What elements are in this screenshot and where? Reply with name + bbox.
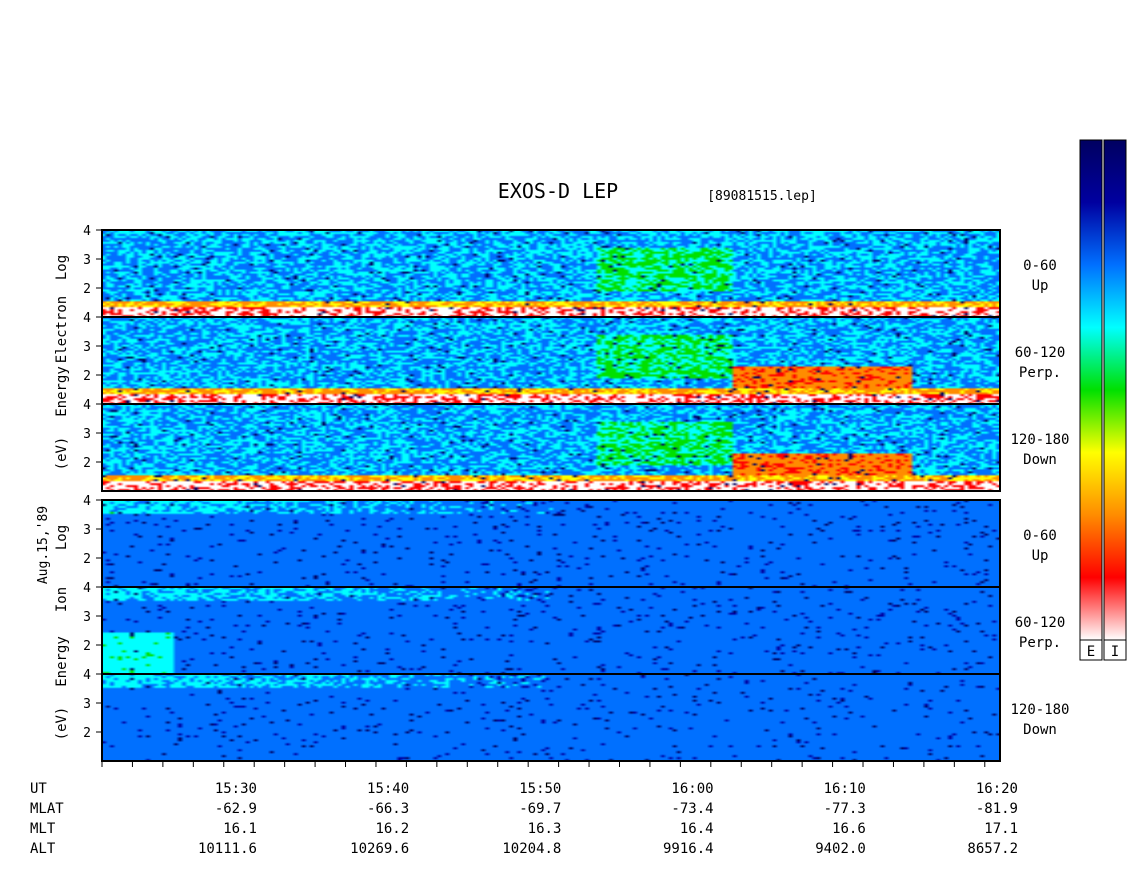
footer-row-label: MLT — [30, 821, 56, 837]
colorbar-label-box — [1103, 639, 1127, 661]
y-tick-label: 4 — [83, 224, 91, 239]
y-tick-label: 4 — [83, 581, 91, 596]
y-axis-label: (eV) — [54, 437, 70, 471]
y-tick-label: 2 — [83, 282, 91, 297]
footer-value: 16:20 — [976, 781, 1018, 797]
footer-value: 16:00 — [671, 781, 713, 797]
y-axis-label: Ion — [54, 587, 70, 612]
panel-label: Up — [1032, 548, 1049, 564]
footer-value: 9402.0 — [815, 841, 866, 857]
footer-value: 15:30 — [215, 781, 257, 797]
footer-value: 9916.4 — [663, 841, 714, 857]
footer-value: 15:50 — [519, 781, 561, 797]
footer-value: 16.6 — [832, 821, 866, 837]
footer-value: 16.3 — [528, 821, 562, 837]
y-tick-label: 2 — [83, 552, 91, 567]
panel-label: Perp. — [1019, 635, 1061, 651]
y-tick-label: 3 — [83, 697, 91, 712]
footer-value: 16.1 — [223, 821, 257, 837]
footer-row-label: MLAT — [30, 801, 64, 817]
panel-label: 0-60 — [1023, 258, 1057, 274]
footer-value: 16.2 — [375, 821, 409, 837]
footer-value: -69.7 — [519, 801, 561, 817]
heatmap-image — [102, 674, 1000, 761]
footer-value: 10204.8 — [502, 841, 561, 857]
y-axis-label: Energy — [54, 636, 70, 687]
file-label: [89081515.lep] — [707, 189, 817, 204]
colorbar — [1079, 139, 1103, 641]
panel-label: Perp. — [1019, 365, 1061, 381]
y-tick-label: 2 — [83, 726, 91, 741]
footer-value: -77.3 — [824, 801, 866, 817]
panel-frame — [101, 229, 1001, 492]
y-tick-label: 2 — [83, 639, 91, 654]
colorbar — [1103, 139, 1127, 641]
footer-value: 8657.2 — [967, 841, 1018, 857]
y-tick-label: 2 — [83, 369, 91, 384]
footer-row-label: UT — [30, 781, 47, 797]
heatmap-image — [102, 404, 1000, 491]
panel-label: 120-180 — [1010, 432, 1069, 448]
footer-value: 17.1 — [984, 821, 1018, 837]
heatmap-image — [102, 230, 1000, 317]
heatmap-image — [102, 500, 1000, 587]
y-axis-label: (eV) — [54, 707, 70, 741]
panel-label: Down — [1023, 452, 1057, 468]
y-tick-label: 3 — [83, 610, 91, 625]
panel-label: Up — [1032, 278, 1049, 294]
y-axis-label: Energy — [54, 366, 70, 417]
footer-value: 15:40 — [367, 781, 409, 797]
panel-group — [102, 230, 1000, 761]
y-tick-label: 4 — [83, 311, 91, 326]
footer-value: -81.9 — [976, 801, 1018, 817]
y-tick-label: 3 — [83, 340, 91, 355]
footer-table: UT 15:30 15:40 15:50 16:00 16:10 16:20 MLAT -62.… — [30, 781, 1018, 857]
panel-label: 0-60 — [1023, 528, 1057, 544]
heatmap-image — [102, 587, 1000, 674]
panel-label: 60-120 — [1015, 345, 1066, 361]
y-axis-label: Log — [54, 525, 70, 550]
y-tick-label: 3 — [83, 427, 91, 442]
chart-title: EXOS-D LEP — [498, 179, 618, 203]
y-tick-label: 3 — [83, 523, 91, 538]
panel-label: 120-180 — [1010, 702, 1069, 718]
heatmap-image — [102, 317, 1000, 404]
y-tick-label: 3 — [83, 253, 91, 268]
y-axis-label: Log — [54, 255, 70, 280]
footer-value: 10111.6 — [198, 841, 257, 857]
footer-value: -66.3 — [367, 801, 409, 817]
panel-label: 60-120 — [1015, 615, 1066, 631]
colorbar-label-box — [1079, 639, 1103, 661]
footer-row-label: ALT — [30, 841, 56, 857]
y-axis-label: Electron — [54, 296, 70, 363]
footer-value: 16.4 — [680, 821, 714, 837]
colorbar-label: E — [1087, 644, 1095, 660]
footer-value: -73.4 — [671, 801, 713, 817]
y-tick-label: 4 — [83, 494, 91, 509]
y-tick-label: 4 — [83, 668, 91, 683]
axes-group: 4 3 2 0-60 Up 4 3 2 60-120 Perp. 4 3 2 120-180 Down Log… — [54, 224, 1070, 767]
panel-label: Down — [1023, 722, 1057, 738]
y-tick-label: 2 — [83, 456, 91, 471]
footer-value: 10269.6 — [350, 841, 409, 857]
panel-frame — [101, 499, 1001, 762]
y-tick-label: 4 — [83, 398, 91, 413]
footer-value: 16:10 — [824, 781, 866, 797]
colorbar-label: I — [1111, 644, 1119, 660]
footer-value: -62.9 — [215, 801, 257, 817]
date-label: Aug.15,'89 — [36, 506, 51, 584]
